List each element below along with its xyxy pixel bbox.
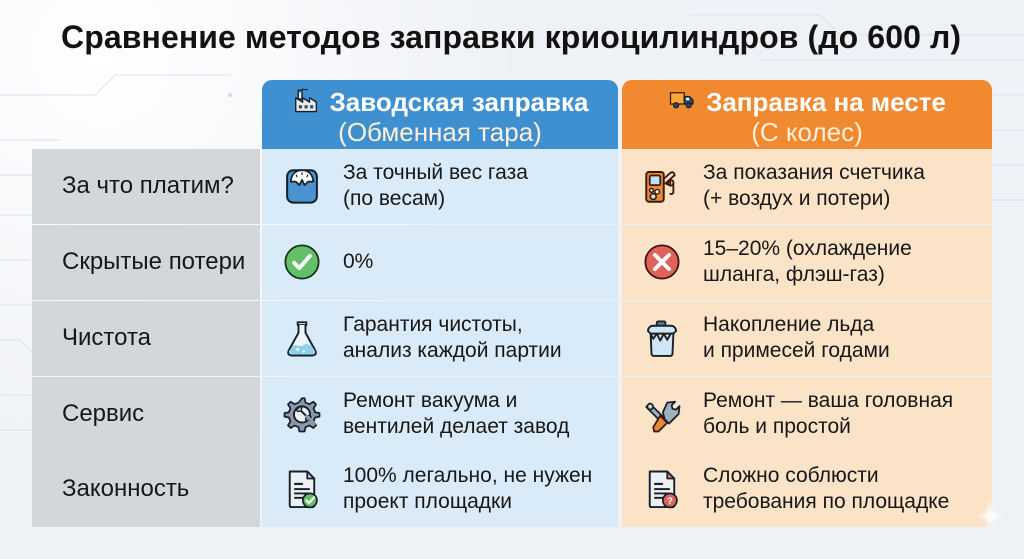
svg-text:?: ? bbox=[667, 496, 673, 507]
